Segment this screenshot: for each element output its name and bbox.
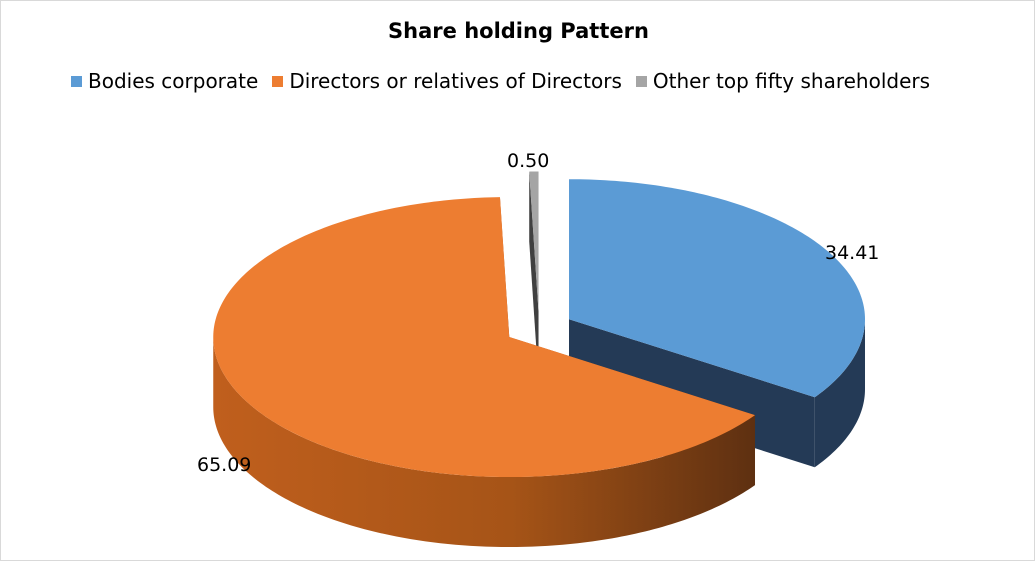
data-label-other-top-fifty: 0.50 [507, 150, 549, 172]
slice-directors [213, 197, 756, 478]
slice-rim-directors [213, 337, 756, 548]
legend-label-other-top-fifty: Other top fifty shareholders [652, 69, 931, 93]
legend-label-directors: Directors or relatives of Directors [289, 69, 622, 93]
data-label-directors: 65.09 [197, 454, 251, 476]
chart-title: Share holding Pattern [388, 19, 649, 43]
legend-item-directors: Directors or relatives of Directors [272, 69, 622, 93]
slice-rim-bodies-corporate [814, 319, 866, 468]
legend-swatch-bodies-corporate [71, 75, 82, 87]
slice-wall-other-top-fifty-0 [529, 171, 539, 382]
legend-item-bodies-corporate: Bodies corporate [71, 69, 258, 93]
slice-other-top-fifty [529, 171, 539, 312]
legend-item-other-top-fifty: Other top fifty shareholders [635, 69, 931, 93]
legend-swatch-other-top-fifty [635, 75, 647, 87]
legend-label-bodies-corporate: Bodies corporate [88, 69, 259, 93]
pie-slices [213, 171, 866, 548]
legend-swatch-directors [272, 75, 284, 87]
slice-bodies-corporate [569, 179, 866, 398]
legend: Bodies corporate Directors or relatives … [71, 69, 944, 93]
data-label-bodies-corporate: 34.41 [825, 242, 879, 264]
